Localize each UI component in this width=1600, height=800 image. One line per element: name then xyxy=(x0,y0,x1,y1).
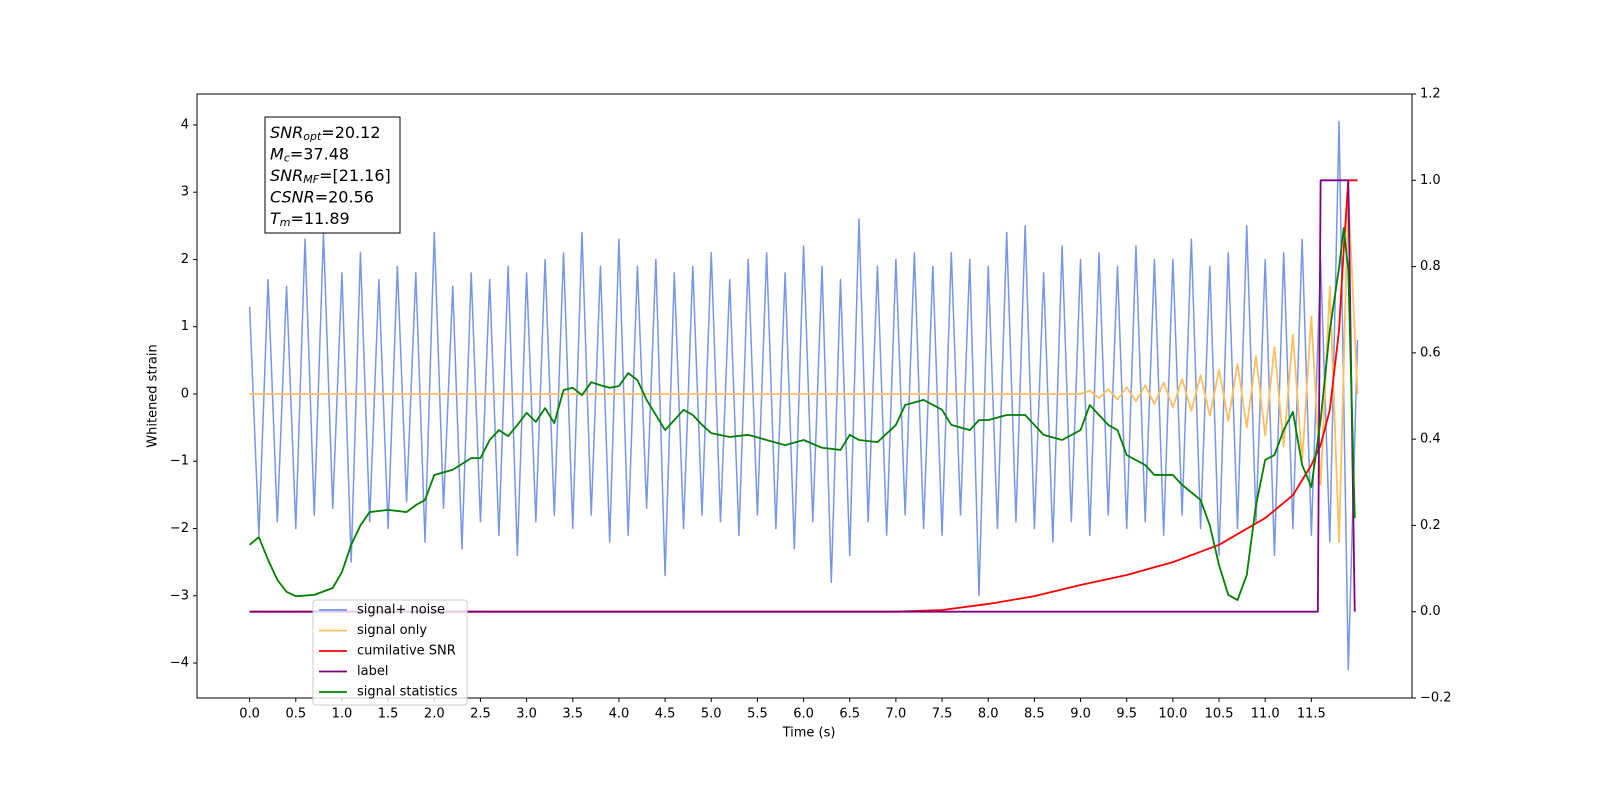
x-tick-label: 8.0 xyxy=(978,707,999,722)
x-tick-label: 9.0 xyxy=(1070,707,1091,722)
annotation-line: Tm=11.89 xyxy=(270,209,350,230)
annotation-frame xyxy=(264,116,401,234)
annotation-rest: =[21.16] xyxy=(319,166,391,185)
y-tick-label: −4 xyxy=(170,656,189,671)
series-line xyxy=(249,191,1359,543)
y-tick-label: −2 xyxy=(170,521,189,536)
annotation-sub: m xyxy=(280,216,291,229)
annotation-text: SNR xyxy=(270,166,303,185)
x-tick-label: 2.0 xyxy=(424,707,445,722)
y-tick-label: 0 xyxy=(181,386,189,401)
y2-tick-label: 1.2 xyxy=(1420,87,1441,102)
y-tick-label: 4 xyxy=(181,117,189,132)
annotation-sub: MF xyxy=(303,173,319,186)
x-tick-label: 1.0 xyxy=(332,707,353,722)
annotation-line: CSNR=20.56 xyxy=(270,187,374,206)
legend-label: label xyxy=(357,664,388,679)
series-line xyxy=(249,227,1356,601)
y-tick-label: −1 xyxy=(170,454,189,469)
y2-tick-label: 0.6 xyxy=(1420,345,1441,360)
annotation-text: M xyxy=(270,144,284,163)
x-tick-label: 9.5 xyxy=(1116,707,1137,722)
annotation-line: SNRopt=20.12 xyxy=(270,123,381,144)
legend: signal+ noise signal only cumilative SNR la… xyxy=(312,599,468,706)
y2-tick-label: −0.2 xyxy=(1420,691,1452,706)
y2-tick-label: 0.8 xyxy=(1420,259,1441,274)
annotation-sub: opt xyxy=(303,130,322,143)
legend-label: signal only xyxy=(357,623,427,638)
x-tick-label: 7.5 xyxy=(932,707,953,722)
x-tick-label: 2.5 xyxy=(470,707,491,722)
annotation-line: SNRMF=[21.16] xyxy=(270,166,391,187)
x-tick-label: 3.5 xyxy=(562,707,583,722)
x-tick-label: 4.5 xyxy=(655,707,676,722)
series-line xyxy=(249,179,1358,613)
x-tick-label: 1.5 xyxy=(378,707,399,722)
x-tick-label: 10.5 xyxy=(1205,707,1234,722)
annotation-box: SNRopt=20.12Mc=37.48SNRMF=[21.16]CSNR=20… xyxy=(264,116,401,234)
annotation-text: SNR xyxy=(270,123,303,142)
legend-label: signal+ noise xyxy=(357,603,445,618)
x-tick-label: 6.5 xyxy=(839,707,860,722)
x-axis-label: Time (s) xyxy=(782,726,836,741)
y2-tick-label: 0.2 xyxy=(1420,518,1441,533)
y-tick-label: 2 xyxy=(181,252,189,267)
x-tick-label: 0.5 xyxy=(285,707,306,722)
annotation-rest: =20.12 xyxy=(321,123,380,142)
y-axis-label: Whitened strain xyxy=(146,344,161,447)
y2-tick-label: 0.4 xyxy=(1420,432,1441,447)
annotation-sub: c xyxy=(284,152,290,165)
annotation-rest: =37.48 xyxy=(290,144,349,163)
annotation-line: Mc=37.48 xyxy=(270,144,349,165)
y-tick-label: 3 xyxy=(181,185,189,200)
x-tick-label: 4.0 xyxy=(609,707,630,722)
x-tick-label: 11.0 xyxy=(1251,707,1280,722)
x-tick-label: 0.0 xyxy=(239,707,260,722)
plot-frame xyxy=(196,93,1413,699)
x-tick-label: 5.0 xyxy=(701,707,722,722)
x-tick-label: 3.0 xyxy=(516,707,537,722)
y2-tick-label: 1.0 xyxy=(1420,173,1441,188)
x-tick-label: 8.5 xyxy=(1024,707,1045,722)
annotation-rest: =20.56 xyxy=(315,187,374,206)
y-tick-label: 1 xyxy=(181,319,189,334)
x-tick-label: 11.5 xyxy=(1297,707,1326,722)
legend-label: signal statistics xyxy=(357,685,458,700)
y-tick-label: −3 xyxy=(170,588,189,603)
y2-tick-label: 0.0 xyxy=(1420,604,1441,619)
series-line xyxy=(248,120,1359,671)
annotation-text: CSNR xyxy=(270,187,315,206)
annotation-rest: =11.89 xyxy=(291,209,350,228)
x-tick-label: 10.0 xyxy=(1158,707,1187,722)
x-tick-label: 6.0 xyxy=(793,707,814,722)
x-tick-label: 7.0 xyxy=(886,707,907,722)
x-tick-label: 5.5 xyxy=(747,707,768,722)
legend-label: cumilative SNR xyxy=(357,644,456,659)
series-line xyxy=(249,179,1356,613)
annotation-text: T xyxy=(270,209,281,228)
legend-frame xyxy=(312,599,468,706)
